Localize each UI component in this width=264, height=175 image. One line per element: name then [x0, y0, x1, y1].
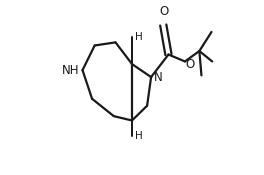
- Text: O: O: [186, 58, 195, 71]
- Text: H: H: [135, 131, 143, 141]
- Text: O: O: [159, 5, 168, 18]
- Text: NH: NH: [62, 64, 79, 77]
- Text: N: N: [154, 71, 163, 85]
- Text: H: H: [135, 32, 143, 42]
